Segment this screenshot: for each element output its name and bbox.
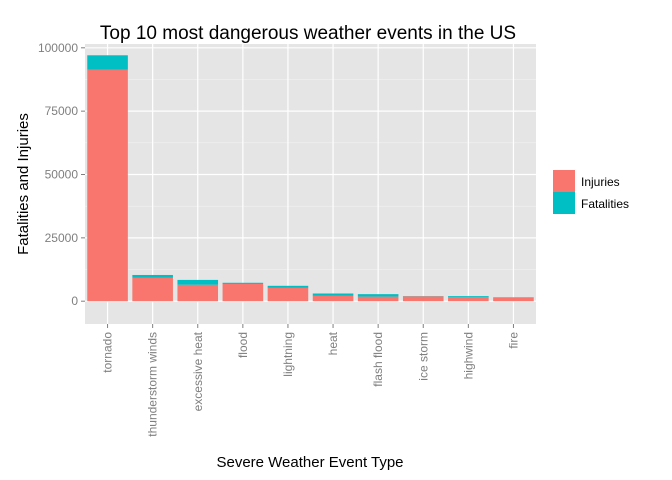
x-tick-label: highwind <box>461 332 475 379</box>
y-tick-label: 0 <box>71 294 78 308</box>
bars <box>87 55 534 302</box>
grid-minor <box>85 79 536 270</box>
bar-fatalities-lightning <box>267 285 309 288</box>
bar-injuries-tornado <box>87 69 128 302</box>
x-tick-label: heat <box>326 331 340 355</box>
y-tick-label: 75000 <box>45 104 79 118</box>
legend-label-injuries: Injuries <box>581 175 620 189</box>
x-tick-label: ice storm <box>416 332 430 381</box>
bar-injuries-flash-flood <box>357 296 399 302</box>
x-tick-label: thunderstorm winds <box>146 332 160 437</box>
x-tick-label: tornado <box>101 332 115 373</box>
bar-fatalities-excessive-heat <box>177 279 219 285</box>
x-tick-label: flood <box>236 332 250 358</box>
y-axis-title: Fatalities and Injuries <box>15 113 32 255</box>
bar-fatalities-thunderstorm-winds <box>132 274 173 278</box>
x-axis: tornado thunderstorm winds excessive heat f… <box>101 324 520 437</box>
legend: Injuries Fatalities <box>553 170 629 214</box>
bar-injuries-excessive-heat <box>177 284 219 302</box>
y-tick-label: 50000 <box>45 167 79 181</box>
bar-fatalities-tornado <box>87 55 128 70</box>
x-tick-label: flash flood <box>371 332 385 387</box>
y-axis: 0 25000 50000 75000 100000 <box>38 41 85 308</box>
bar-injuries-flood <box>222 283 264 302</box>
bar-injuries-highwind <box>448 297 489 302</box>
x-tick-label: excessive heat <box>191 331 205 411</box>
legend-label-fatalities: Fatalities <box>581 197 629 211</box>
bar-fatalities-flood <box>222 282 264 284</box>
bar-injuries-lightning <box>267 287 309 302</box>
legend-swatch-fatalities <box>553 192 575 214</box>
x-tick-label: lightning <box>281 332 295 377</box>
legend-swatch-injuries <box>553 170 575 192</box>
bar-injuries-heat <box>312 295 354 302</box>
bar-fatalities-heat <box>312 293 354 296</box>
bar-injuries-thunderstorm-winds <box>132 277 173 302</box>
x-tick-label: fire <box>506 332 520 349</box>
bar-injuries-ice-storm <box>402 296 444 302</box>
y-tick-label: 25000 <box>45 231 79 245</box>
y-tick-label: 100000 <box>38 41 78 55</box>
bar-injuries-fire <box>493 297 534 302</box>
chart-title: Top 10 most dangerous weather events in … <box>100 23 516 44</box>
bar-fatalities-flash-flood <box>357 294 399 297</box>
bar-fatalities-highwind <box>448 296 489 298</box>
x-axis-title: Severe Weather Event Type <box>216 454 403 471</box>
